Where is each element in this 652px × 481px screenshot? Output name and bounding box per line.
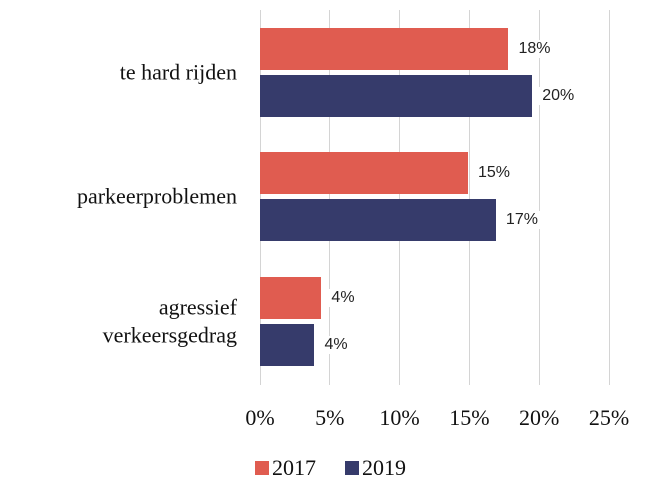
legend-label: 2017 (272, 455, 316, 480)
grid-line (329, 10, 331, 385)
bar (260, 28, 509, 70)
bar (260, 75, 533, 117)
bar (260, 277, 322, 319)
bar (260, 152, 468, 194)
x-tick-label: 0% (245, 405, 275, 430)
category-label: parkeerproblemen (76, 183, 237, 209)
grid-line (538, 10, 540, 385)
legend-label: 2019 (362, 455, 406, 480)
x-tick-label: 10% (379, 405, 420, 430)
category-label: agressief verkeersgedrag (102, 294, 237, 348)
value-label: 15% (474, 164, 515, 182)
grid-line (259, 10, 261, 385)
category-label: te hard rijden (119, 59, 237, 85)
bar (260, 324, 315, 366)
grid-line (608, 10, 610, 385)
value-label: 4% (320, 336, 352, 354)
value-label: 18% (514, 40, 555, 58)
legend-swatch (345, 461, 359, 475)
x-tick-label: 25% (588, 405, 630, 430)
value-label: 17% (501, 211, 542, 229)
grid-line (399, 10, 401, 385)
x-tick-label: 5% (315, 405, 345, 430)
x-tick-label: 20% (519, 405, 560, 430)
x-tick-label: 15% (449, 405, 490, 430)
bar (260, 199, 496, 241)
value-label: 4% (327, 289, 359, 307)
value-label: 20% (538, 87, 579, 105)
grid-line (468, 10, 470, 385)
legend-swatch (255, 461, 269, 475)
